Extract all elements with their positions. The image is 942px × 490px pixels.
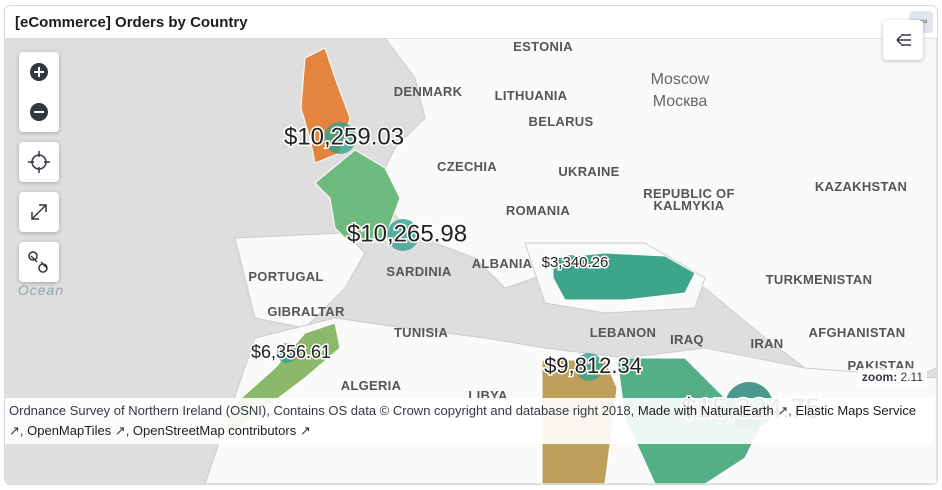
attribution: Ordnance Survey of Northern Ireland (OSN… [5,398,933,444]
map-labels: ESTONIA DENMARK LITHUANIA BELARUS CZECHIA UKR… [18,39,914,403]
layers-button[interactable] [883,20,923,60]
country-label: KAZAKHSTAN [815,179,907,194]
country-label: CZECHIA [437,159,497,174]
value-label: $9,812.34 [544,353,642,378]
country-label: REPUBLIC OF [643,186,734,201]
country-label: SARDINIA [386,264,452,279]
country-label: ALGERIA [341,378,402,393]
region-france [314,149,401,244]
country-label: TURKMENISTAN [766,272,873,287]
zoom-label: zoom: [861,370,898,384]
attribution-link[interactable]: OpenStreetMap contributors [132,423,297,438]
fullscreen-button[interactable] [19,192,59,232]
zoom-value: 2.11 [900,370,923,384]
country-label: AFGHANISTAN [809,325,906,340]
zoom-indicator: zoom: 2.11 [857,368,927,386]
country-label: LEBANON [590,325,656,340]
value-label: $10,265.98 [347,220,467,247]
attribution-link[interactable]: OpenMapTiles [27,423,112,438]
country-label: ALBANIA [472,256,533,271]
country-label: ESTONIA [513,39,573,54]
country-label: TUNISIA [394,325,448,340]
country-label: ROMANIA [506,203,571,218]
tools-button[interactable] [19,242,59,282]
value-label: $10,259.03 [284,123,404,150]
region-turkey [552,252,696,301]
country-label: IRAQ [670,332,704,347]
attribution-link[interactable]: Made with NaturalEarth [637,403,774,418]
country-label: UKRAINE [558,164,619,179]
city-label: Москва [653,93,708,110]
attribution-link[interactable]: Elastic Maps Service [795,403,917,418]
ocean-label: Ocean [18,282,64,298]
country-label: PORTUGAL [248,269,323,284]
attribution-text: Ordnance Survey of Northern Ireland (OSN… [9,403,635,418]
country-label: IRAN [751,336,784,351]
country-label: LITHUANIA [495,88,568,103]
locate-button[interactable] [19,142,59,182]
zoom-controls [19,52,59,132]
panel-title: [eCommerce] Orders by Country [15,14,248,31]
value-label: $6,356.61 [251,342,331,362]
country-label: DENMARK [394,84,463,99]
country-label: BELARUS [529,114,594,129]
city-label: Moscow [651,71,710,88]
country-label: KALMYKIA [653,198,724,213]
value-label: $3,340.26 [542,254,609,271]
zoom-buttons[interactable] [19,52,59,132]
country-label: GIBRALTAR [267,304,345,319]
map-panel: [eCommerce] Orders by Country ▫▫▫ ESTONI… [4,5,938,485]
